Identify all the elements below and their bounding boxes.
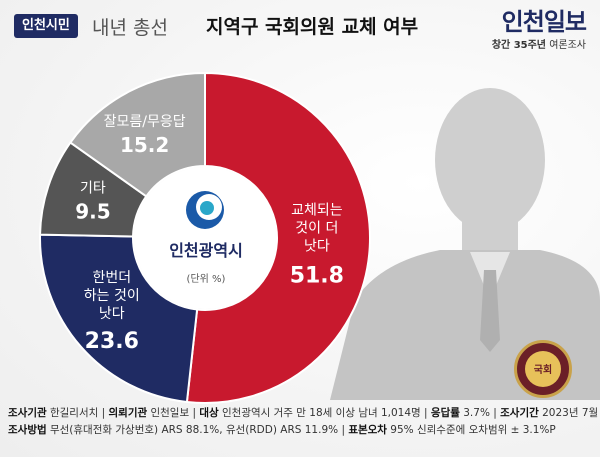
header: 인천시민 내년 총선 지역구 국회의원 교체 여부 인천일보 창간 35주년 여… bbox=[0, 0, 600, 52]
logo-sub-rest: 여론조사 bbox=[546, 40, 586, 51]
emblem-inner bbox=[525, 351, 561, 387]
page-title: 지역구 국회의원 교체 여부 bbox=[206, 16, 419, 38]
slice-value: 23.6 bbox=[85, 329, 139, 354]
footer-key: 응답률 bbox=[430, 407, 460, 419]
logo-sub-bold: 창간 35주년 bbox=[491, 40, 547, 51]
footer-value: 무선(휴대전화 가상번호) ARS 88.1%, 유선(RDD) ARS 11.… bbox=[46, 424, 349, 436]
newspaper-logo: 인천일보 창간 35주년 여론조사 bbox=[492, 8, 587, 51]
slice-label: 하는 것이 bbox=[84, 288, 140, 304]
title-prefix: 내년 총선 bbox=[92, 17, 168, 39]
slice-value: 9.5 bbox=[75, 200, 110, 224]
footer-key: 조사방법 bbox=[8, 424, 47, 436]
footer-value: 인천광역시 거주 만 18세 이상 남녀 1,014명 | bbox=[218, 407, 431, 419]
footer-key: 조사기관 bbox=[8, 407, 47, 419]
logo-text: 인천일보 bbox=[501, 8, 587, 36]
national-assembly-emblem-icon: 국회 bbox=[514, 340, 572, 398]
slice-label: 낫다 bbox=[304, 239, 330, 255]
footer-key: 대상 bbox=[199, 407, 219, 419]
slice-value: 15.2 bbox=[120, 133, 169, 157]
center-label: 인천광역시 bbox=[169, 241, 243, 260]
survey-footer: 조사기관 한길리서치 | 의뢰기관 인천일보 | 대상 인천광역시 거주 만 1… bbox=[8, 405, 600, 439]
slice-label: 기타 bbox=[80, 181, 106, 197]
logo-subtitle: 창간 35주년 여론조사 bbox=[492, 36, 586, 51]
footer-value: 95% 신뢰수준에 오차범위 ± 3.1%P bbox=[386, 424, 556, 436]
footer-value: 인천일보 | bbox=[147, 407, 200, 419]
footer-value: 한길리서치 | bbox=[46, 407, 109, 419]
footer-key: 표본오차 bbox=[348, 424, 387, 436]
pie-slice bbox=[185, 71, 371, 404]
footer-line-1: 조사기관 한길리서치 | 의뢰기관 인천일보 | 대상 인천광역시 거주 만 1… bbox=[8, 405, 600, 422]
footer-value: 2023년 7월 13~15일 bbox=[542, 407, 600, 419]
footer-line-2: 조사방법 무선(휴대전화 가상번호) ARS 88.1%, 유선(RDD) AR… bbox=[8, 422, 598, 439]
region-badge: 인천시민 bbox=[14, 14, 78, 38]
incheon-city-logo-icon bbox=[186, 191, 224, 229]
slice-label: 한번더 bbox=[92, 270, 131, 286]
footer-value: 3.7% | bbox=[459, 407, 501, 419]
donut-hole bbox=[134, 167, 276, 309]
slice-label: 낫다 bbox=[99, 306, 125, 322]
center-unit: (단위 %) bbox=[186, 274, 226, 285]
slice-label: 교체되는 bbox=[291, 203, 343, 219]
slice-label: 것이 더 bbox=[295, 221, 338, 237]
slice-value: 51.8 bbox=[290, 264, 344, 289]
pie-slice bbox=[69, 71, 206, 198]
emblem-label: 국회 bbox=[533, 365, 553, 376]
footer-key: 조사기간 bbox=[500, 407, 539, 419]
pie-slice bbox=[39, 233, 199, 404]
footer-key: 의뢰기관 bbox=[108, 407, 148, 419]
slice-label: 잘모름/무응답 bbox=[104, 114, 186, 130]
